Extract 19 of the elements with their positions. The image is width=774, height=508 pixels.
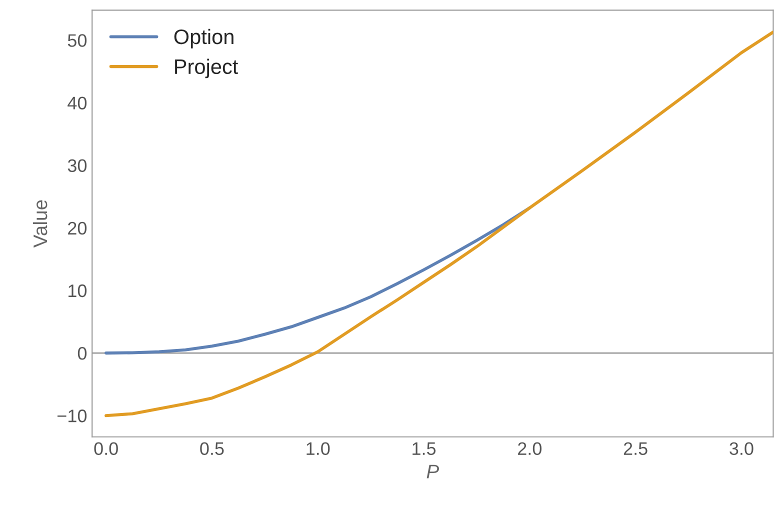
x-tick-label: 3.0 bbox=[730, 442, 754, 456]
legend-label: Option bbox=[174, 28, 234, 48]
y-tick-label: 0 bbox=[78, 346, 87, 360]
y-tick-label: 40 bbox=[68, 96, 87, 110]
x-tick-label: 2.0 bbox=[518, 442, 542, 456]
x-tick-label: 2.5 bbox=[624, 442, 648, 456]
line-series bbox=[104, 30, 774, 418]
x-tick-label: 0.0 bbox=[94, 442, 118, 456]
y-axis-title: Value bbox=[32, 200, 48, 248]
legend-label: Project bbox=[175, 58, 238, 78]
y-tick-label: 10 bbox=[68, 284, 87, 298]
y-tick-label: 30 bbox=[68, 159, 87, 172]
y-tick-label: −10 bbox=[58, 410, 87, 422]
y-tick-label: 50 bbox=[68, 34, 87, 47]
x-tick-label: 1.5 bbox=[412, 442, 436, 456]
x-axis-title: P bbox=[426, 464, 440, 478]
x-tick-label: 0.5 bbox=[200, 442, 224, 456]
y-tick-label: 20 bbox=[68, 222, 87, 235]
x-tick-label: 1.0 bbox=[306, 442, 330, 456]
